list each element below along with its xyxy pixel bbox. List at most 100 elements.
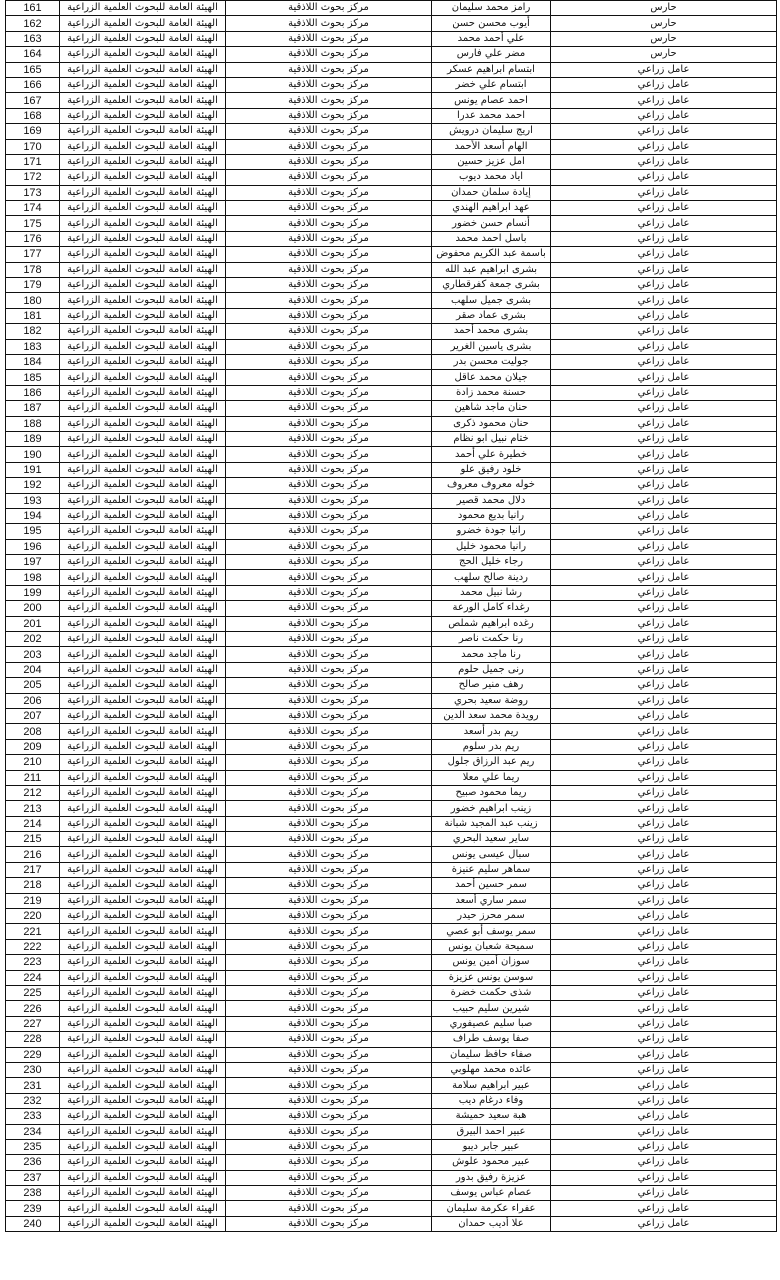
row-number-cell: 200	[5, 600, 60, 617]
organization-cell: الهيئة العامة للبحوث العلمية الزراعية	[59, 615, 226, 633]
row-number-cell: 182	[5, 323, 60, 340]
table-row: 169 الهيئة العامة للبحوث العلمية الزراعية…	[5, 123, 777, 140]
employee-name-cell: بشرى عماد صقر	[431, 307, 551, 325]
employee-name-cell: ختام نبيل ابو نظام	[431, 430, 551, 448]
center-cell: مركز بحوث اللاذقية	[225, 461, 432, 479]
job-title-cell: عامل زراعي	[550, 1061, 777, 1079]
table-row: 225 الهيئة العامة للبحوث العلمية الزراعية…	[5, 984, 777, 1002]
job-title-cell: عامل زراعي	[550, 230, 777, 248]
table-row: 213 الهيئة العامة للبحوث العلمية الزراعية…	[5, 800, 777, 817]
table-row: 200 الهيئة العامة للبحوث العلمية الزراعية…	[5, 600, 777, 617]
employee-name-cell: رنا حكمت ناصر	[431, 631, 551, 648]
row-number-cell: 170	[5, 138, 60, 155]
row-number-cell: 229	[5, 1046, 60, 1063]
job-title-cell: عامل زراعي	[550, 831, 777, 848]
row-number-cell: 231	[5, 1077, 60, 1094]
center-cell: مركز بحوث اللاذقية	[225, 153, 432, 171]
row-number-cell: 211	[5, 769, 60, 786]
employee-name-cell: سميحة شعبان يونس	[431, 938, 551, 956]
table-row: 163 الهيئة العامة للبحوث العلمية الزراعية…	[5, 30, 777, 48]
employee-name-cell: عصام عباس يوسف	[431, 1185, 551, 1202]
organization-cell: الهيئة العامة للبحوث العلمية الزراعية	[59, 246, 226, 263]
organization-cell: الهيئة العامة للبحوث العلمية الزراعية	[59, 569, 226, 586]
table-row: 174 الهيئة العامة للبحوث العلمية الزراعية…	[5, 200, 777, 217]
job-title-cell: عامل زراعي	[550, 1108, 777, 1125]
table-row: 191 الهيئة العامة للبحوث العلمية الزراعية…	[5, 461, 777, 479]
employee-name-cell: بشرى جمعة كفرقطاري	[431, 277, 551, 294]
center-cell: مركز بحوث اللاذقية	[225, 846, 432, 863]
organization-cell: الهيئة العامة للبحوث العلمية الزراعية	[59, 415, 226, 432]
table-row: 226 الهيئة العامة للبحوث العلمية الزراعية…	[5, 1000, 777, 1017]
row-number-cell: 173	[5, 184, 60, 202]
job-title-cell: عامل زراعي	[550, 307, 777, 325]
center-cell: مركز بحوث اللاذقية	[225, 123, 432, 140]
employee-name-cell: بشرى ياسين الغرير	[431, 338, 551, 355]
job-title-cell: عامل زراعي	[550, 1092, 777, 1110]
job-title-cell: عامل زراعي	[550, 723, 777, 740]
employee-name-cell: عفراء عكرمة سليمان	[431, 1200, 551, 1217]
row-number-cell: 167	[5, 92, 60, 109]
row-number-cell: 213	[5, 800, 60, 817]
table-row: 161 الهيئة العامة للبحوث العلمية الزراعية…	[5, 0, 777, 17]
organization-cell: الهيئة العامة للبحوث العلمية الزراعية	[59, 1046, 226, 1063]
organization-cell: الهيئة العامة للبحوث العلمية الزراعية	[59, 292, 226, 309]
table-row: 177 الهيئة العامة للبحوث العلمية الزراعية…	[5, 246, 777, 263]
row-number-cell: 163	[5, 30, 60, 48]
employee-name-cell: خلود رفيق علو	[431, 461, 551, 479]
employee-name-cell: صبا سليم عصيفوري	[431, 1015, 551, 1033]
center-cell: مركز بحوث اللاذقية	[225, 954, 432, 971]
employee-name-cell: علا أديب حمدان	[431, 1215, 551, 1233]
center-cell: مركز بحوث اللاذقية	[225, 369, 432, 386]
employee-name-cell: الهام أسعد الأحمد	[431, 138, 551, 155]
center-cell: مركز بحوث اللاذقية	[225, 138, 432, 155]
table-row: 212 الهيئة العامة للبحوث العلمية الزراعية…	[5, 784, 777, 802]
organization-cell: الهيئة العامة للبحوث العلمية الزراعية	[59, 784, 226, 802]
table-row: 237 الهيئة العامة للبحوث العلمية الزراعية…	[5, 1169, 777, 1187]
job-title-cell: عامل زراعي	[550, 707, 777, 725]
row-number-cell: 227	[5, 1015, 60, 1033]
center-cell: مركز بحوث اللاذقية	[225, 184, 432, 202]
job-title-cell: عامل زراعي	[550, 492, 777, 509]
row-number-cell: 177	[5, 246, 60, 263]
employee-name-cell: سمر يوسف أبو عصي	[431, 923, 551, 940]
center-cell: مركز بحوث اللاذقية	[225, 1077, 432, 1094]
table-row: 185 الهيئة العامة للبحوث العلمية الزراعية…	[5, 369, 777, 386]
job-title-cell: عامل زراعي	[550, 384, 777, 402]
employee-list-table: 161 الهيئة العامة للبحوث العلمية الزراعية…	[5, 0, 777, 1233]
center-cell: مركز بحوث اللاذقية	[225, 61, 432, 78]
organization-cell: الهيئة العامة للبحوث العلمية الزراعية	[59, 969, 226, 987]
employee-name-cell: رانيا جودة خضرو	[431, 523, 551, 540]
row-number-cell: 172	[5, 169, 60, 186]
employee-name-cell: عبير ابراهيم سلامة	[431, 1077, 551, 1094]
center-cell: مركز بحوث اللاذقية	[225, 477, 432, 494]
center-cell: مركز بحوث اللاذقية	[225, 76, 432, 94]
job-title-cell: حارس	[550, 46, 777, 63]
table-row: 205 الهيئة العامة للبحوث العلمية الزراعية…	[5, 677, 777, 694]
job-title-cell: عامل زراعي	[550, 507, 777, 525]
table-row: 232 الهيئة العامة للبحوث العلمية الزراعية…	[5, 1092, 777, 1110]
table-row: 222 الهيئة العامة للبحوث العلمية الزراعية…	[5, 938, 777, 956]
row-number-cell: 191	[5, 461, 60, 479]
employee-name-cell: علي أحمد محمد	[431, 30, 551, 48]
employee-name-cell: رنى جميل حلوم	[431, 661, 551, 679]
organization-cell: الهيئة العامة للبحوث العلمية الزراعية	[59, 92, 226, 109]
table-row: 188 الهيئة العامة للبحوث العلمية الزراعية…	[5, 415, 777, 432]
employee-name-cell: ابتسام ابراهيم عسكر	[431, 61, 551, 78]
employee-name-cell: بشرى محمد أحمد	[431, 323, 551, 340]
job-title-cell: عامل زراعي	[550, 1046, 777, 1063]
organization-cell: الهيئة العامة للبحوث العلمية الزراعية	[59, 554, 226, 571]
organization-cell: الهيئة العامة للبحوث العلمية الزراعية	[59, 461, 226, 479]
row-number-cell: 206	[5, 692, 60, 709]
row-number-cell: 210	[5, 754, 60, 771]
organization-cell: الهيئة العامة للبحوث العلمية الزراعية	[59, 1123, 226, 1140]
organization-cell: الهيئة العامة للبحوث العلمية الزراعية	[59, 384, 226, 402]
table-row: 235 الهيئة العامة للبحوث العلمية الزراعية…	[5, 1138, 777, 1156]
table-row: 215 الهيئة العامة للبحوث العلمية الزراعية…	[5, 831, 777, 848]
organization-cell: الهيئة العامة للبحوث العلمية الزراعية	[59, 661, 226, 679]
employee-name-cell: أيوب محسن حسن	[431, 15, 551, 32]
organization-cell: الهيئة العامة للبحوث العلمية الزراعية	[59, 692, 226, 709]
employee-name-cell: اريج سليمان درويش	[431, 123, 551, 140]
organization-cell: الهيئة العامة للبحوث العلمية الزراعية	[59, 369, 226, 386]
center-cell: مركز بحوث اللاذقية	[225, 815, 432, 833]
employee-name-cell: روضة سعيد بحري	[431, 692, 551, 709]
